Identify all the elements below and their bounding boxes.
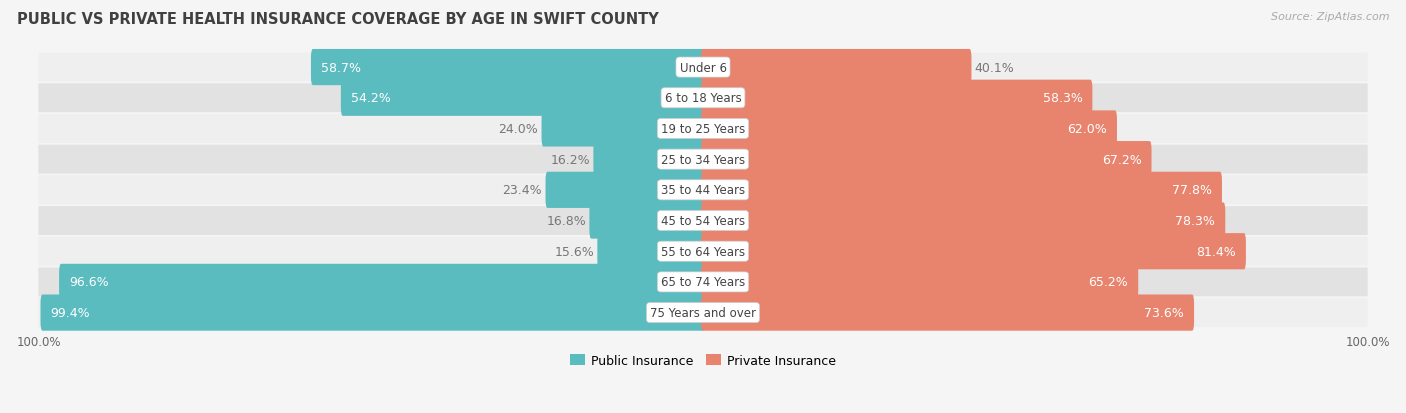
FancyBboxPatch shape	[59, 264, 704, 300]
FancyBboxPatch shape	[702, 295, 1194, 331]
FancyBboxPatch shape	[38, 268, 1368, 297]
FancyBboxPatch shape	[38, 54, 1368, 82]
Text: 96.6%: 96.6%	[69, 276, 108, 289]
Text: 25 to 34 Years: 25 to 34 Years	[661, 153, 745, 166]
FancyBboxPatch shape	[702, 111, 1116, 147]
Legend: Public Insurance, Private Insurance: Public Insurance, Private Insurance	[565, 349, 841, 372]
FancyBboxPatch shape	[702, 264, 1139, 300]
Text: 15.6%: 15.6%	[554, 245, 593, 258]
Text: 19 to 25 Years: 19 to 25 Years	[661, 123, 745, 135]
Text: 54.2%: 54.2%	[352, 92, 391, 105]
FancyBboxPatch shape	[702, 50, 972, 86]
Text: 62.0%: 62.0%	[1067, 123, 1107, 135]
Text: 40.1%: 40.1%	[974, 62, 1015, 74]
FancyBboxPatch shape	[702, 142, 1152, 178]
Text: 24.0%: 24.0%	[499, 123, 538, 135]
FancyBboxPatch shape	[38, 145, 1368, 174]
Text: Source: ZipAtlas.com: Source: ZipAtlas.com	[1271, 12, 1389, 22]
Text: 45 to 54 Years: 45 to 54 Years	[661, 214, 745, 228]
Text: 77.8%: 77.8%	[1173, 184, 1212, 197]
Text: 16.2%: 16.2%	[550, 153, 591, 166]
Text: 16.8%: 16.8%	[547, 214, 586, 228]
FancyBboxPatch shape	[38, 299, 1368, 327]
Text: Under 6: Under 6	[679, 62, 727, 74]
FancyBboxPatch shape	[38, 176, 1368, 205]
Text: 65 to 74 Years: 65 to 74 Years	[661, 276, 745, 289]
Text: 58.3%: 58.3%	[1043, 92, 1083, 105]
Text: 6 to 18 Years: 6 to 18 Years	[665, 92, 741, 105]
FancyBboxPatch shape	[589, 203, 704, 239]
Text: 55 to 64 Years: 55 to 64 Years	[661, 245, 745, 258]
FancyBboxPatch shape	[702, 203, 1225, 239]
FancyBboxPatch shape	[546, 172, 704, 209]
FancyBboxPatch shape	[598, 233, 704, 270]
Text: 78.3%: 78.3%	[1175, 214, 1215, 228]
Text: 73.6%: 73.6%	[1144, 306, 1184, 319]
FancyBboxPatch shape	[702, 233, 1246, 270]
FancyBboxPatch shape	[311, 50, 704, 86]
Text: 58.7%: 58.7%	[321, 62, 361, 74]
Text: 65.2%: 65.2%	[1088, 276, 1128, 289]
FancyBboxPatch shape	[593, 142, 704, 178]
FancyBboxPatch shape	[38, 206, 1368, 235]
FancyBboxPatch shape	[38, 115, 1368, 144]
Text: 23.4%: 23.4%	[502, 184, 543, 197]
Text: 81.4%: 81.4%	[1197, 245, 1236, 258]
FancyBboxPatch shape	[38, 237, 1368, 266]
Text: 67.2%: 67.2%	[1102, 153, 1142, 166]
Text: 75 Years and over: 75 Years and over	[650, 306, 756, 319]
FancyBboxPatch shape	[702, 81, 1092, 116]
FancyBboxPatch shape	[41, 295, 704, 331]
FancyBboxPatch shape	[340, 81, 704, 116]
Text: PUBLIC VS PRIVATE HEALTH INSURANCE COVERAGE BY AGE IN SWIFT COUNTY: PUBLIC VS PRIVATE HEALTH INSURANCE COVER…	[17, 12, 658, 27]
Text: 99.4%: 99.4%	[51, 306, 90, 319]
FancyBboxPatch shape	[702, 172, 1222, 209]
FancyBboxPatch shape	[541, 111, 704, 147]
FancyBboxPatch shape	[38, 84, 1368, 113]
Text: 35 to 44 Years: 35 to 44 Years	[661, 184, 745, 197]
